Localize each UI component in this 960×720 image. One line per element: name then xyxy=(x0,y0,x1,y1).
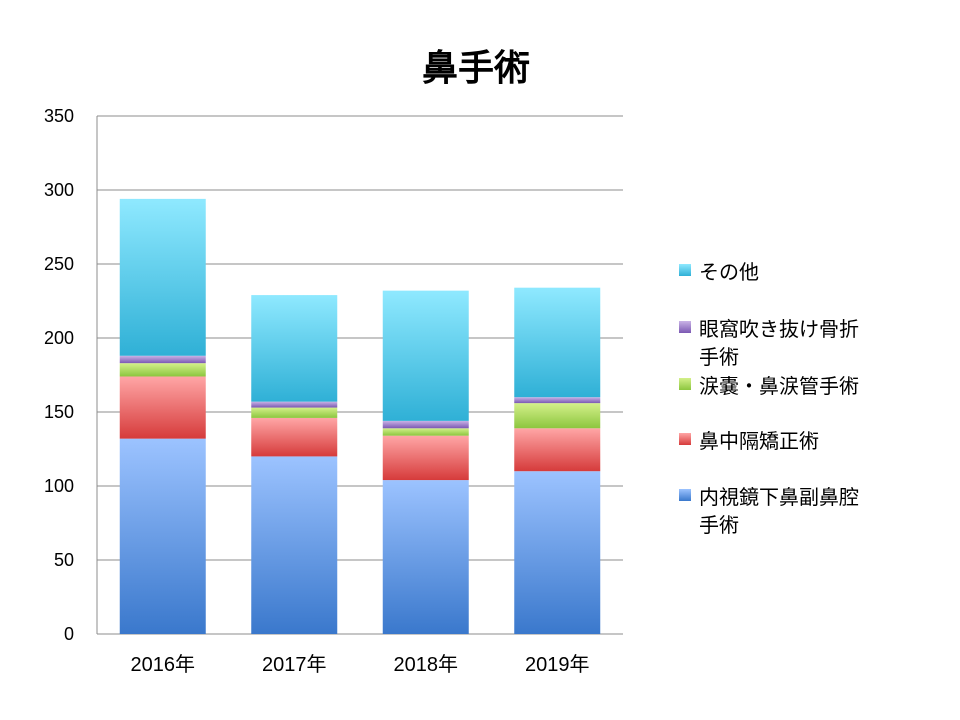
x-tick-label: 2018年 xyxy=(394,653,459,676)
y-tick-label: 200 xyxy=(44,328,74,348)
legend-label: 手術 xyxy=(699,513,739,537)
bar-segment xyxy=(251,456,338,634)
legend-label: その他 xyxy=(699,260,759,284)
legend-label: 鼻中隔矯正術 xyxy=(699,429,819,453)
x-tick-label: 2016年 xyxy=(131,653,196,676)
bar-segment xyxy=(119,376,206,439)
y-tick-label: 100 xyxy=(44,476,74,496)
bar-segment xyxy=(514,471,601,634)
y-tick-label: 250 xyxy=(44,254,74,274)
y-tick-label: 0 xyxy=(64,624,74,644)
bar-segment xyxy=(251,407,338,418)
x-tick-label: 2019年 xyxy=(525,653,590,676)
legend-swatch xyxy=(679,489,691,501)
bar-segment xyxy=(514,287,601,398)
y-tick-label: 300 xyxy=(44,180,74,200)
bar-segment xyxy=(119,198,206,356)
legend-label: 涙嚢・鼻涙管手術 xyxy=(699,374,859,398)
x-tick-label: 2017年 xyxy=(262,653,327,676)
legend-label: 眼窩吹き抜け骨折 xyxy=(699,317,859,341)
y-tick-label: 350 xyxy=(44,106,74,126)
bar-segment xyxy=(119,363,206,377)
bar-segment xyxy=(382,420,469,429)
legend-swatch xyxy=(679,321,691,333)
legend-swatch xyxy=(679,378,691,390)
chart-title: 鼻手術 xyxy=(422,48,530,89)
bar-segment xyxy=(251,401,338,408)
legend-swatch xyxy=(679,433,691,445)
bars xyxy=(119,198,601,634)
bar-segment xyxy=(251,417,338,457)
legend-label: 内視鏡下鼻副鼻腔 xyxy=(699,485,859,509)
bar-segment xyxy=(119,438,206,634)
bar-segment xyxy=(514,428,601,472)
legend-swatch xyxy=(679,264,691,276)
bar-segment xyxy=(251,295,338,402)
bar-segment xyxy=(382,290,469,421)
tick-labels: 0 50 100 150 200 250 300 350 2016年 2017年 2018年 2019… xyxy=(44,106,590,676)
bar-segment xyxy=(382,480,469,634)
bar-segment xyxy=(119,355,206,364)
bar-segment xyxy=(382,428,469,436)
bar-segment xyxy=(382,435,469,481)
legend-label: 手術 xyxy=(699,345,739,369)
y-tick-label: 50 xyxy=(54,550,74,570)
bar-segment xyxy=(514,403,601,429)
bar-segment xyxy=(514,397,601,404)
y-tick-label: 150 xyxy=(44,402,74,422)
